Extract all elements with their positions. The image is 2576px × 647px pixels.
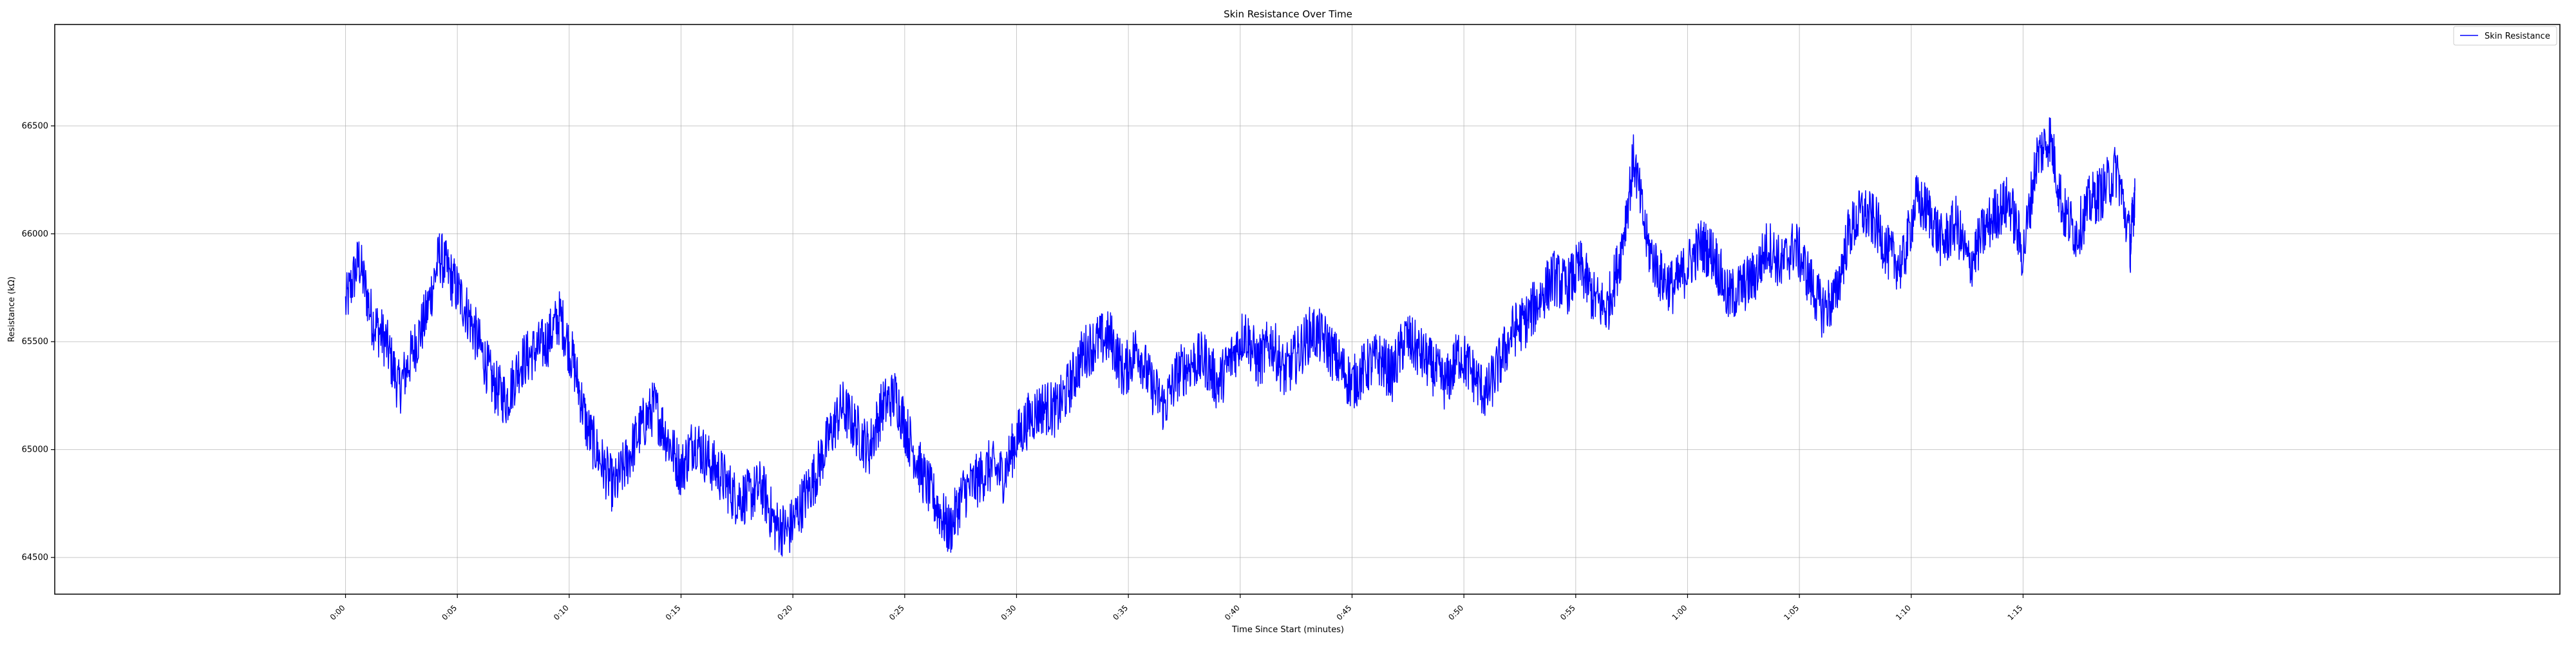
legend-label: Skin Resistance xyxy=(2485,32,2550,41)
plot-frame xyxy=(54,24,2561,595)
y-tick-label: 66500 xyxy=(22,121,48,131)
series-layer xyxy=(345,117,2136,557)
y-tick-label: 65000 xyxy=(22,445,48,455)
legend-box xyxy=(2453,26,2557,46)
y-axis: 64500 65000 65500 66000 66500 xyxy=(22,121,55,563)
chart-title: Skin Resistance Over Time xyxy=(1224,8,1352,20)
y-axis-label: Resistance (kΩ) xyxy=(7,276,17,342)
y-tick-label: 65500 xyxy=(22,337,48,347)
plot-area xyxy=(55,24,2560,594)
y-tick-label: 64500 xyxy=(22,553,48,563)
x-axis-label: Time Since Start (minutes) xyxy=(1231,625,1344,635)
y-tick-label: 66000 xyxy=(22,229,48,239)
legend: Skin Resistance xyxy=(2453,26,2557,46)
series-line-skin-resistance xyxy=(345,117,2136,557)
